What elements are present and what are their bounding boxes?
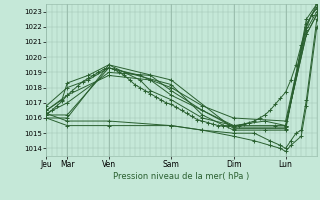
X-axis label: Pression niveau de la mer( hPa ): Pression niveau de la mer( hPa ) <box>114 172 250 181</box>
